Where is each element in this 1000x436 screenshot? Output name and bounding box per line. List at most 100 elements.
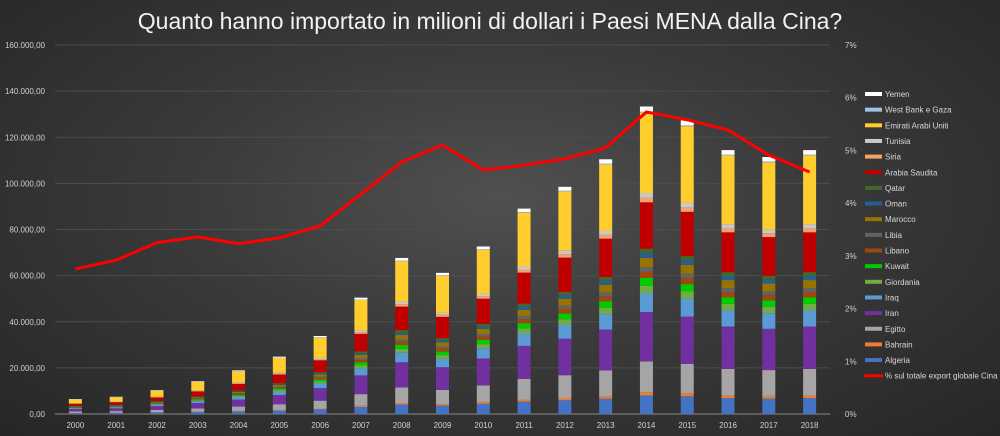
bar-giordania — [599, 307, 613, 315]
bar-egitto — [232, 406, 246, 411]
x-tick-label: 2004 — [230, 421, 248, 430]
bar-libano — [354, 360, 368, 363]
bar-qatar — [232, 390, 246, 392]
legend-swatch — [865, 279, 882, 284]
bar-kuwait — [803, 297, 817, 304]
x-tick-label: 2009 — [434, 421, 452, 430]
y-tick-label: 100.000,00 — [5, 179, 46, 188]
bar-iraq — [272, 391, 286, 395]
bar-libia — [517, 315, 531, 320]
bar-iran — [599, 329, 613, 371]
bar-arabia-saudita — [558, 257, 572, 292]
bar-iraq — [762, 313, 776, 329]
legend-label: Iran — [885, 309, 899, 318]
bar-emirati-arabi-uniti — [680, 126, 694, 203]
bar-tunisia — [232, 382, 246, 384]
y2-tick-label: 2% — [845, 305, 857, 314]
bar-libia — [762, 291, 776, 296]
bar-qatar — [558, 291, 572, 296]
bar-egitto — [68, 411, 82, 413]
bar-egitto — [395, 387, 409, 404]
y-tick-label: 0,00 — [29, 410, 45, 419]
bar-giordania — [517, 328, 531, 334]
bar-marocco — [313, 374, 327, 377]
bar-kuwait — [150, 403, 164, 405]
x-tick-label: 2002 — [148, 421, 166, 430]
x-tick-label: 2006 — [311, 421, 329, 430]
bar-libano — [558, 308, 572, 314]
bar-iraq — [599, 314, 613, 330]
bar-iraq — [680, 298, 694, 317]
bar-arabia-saudita — [476, 298, 490, 324]
bar-libano — [762, 295, 776, 301]
bar-yemen — [476, 246, 490, 250]
bar-egitto — [313, 400, 327, 409]
chart-title: Quanto hanno importato in milioni di dol… — [137, 8, 843, 34]
bar-algeria — [109, 412, 123, 414]
bar-west-bank-e-gaza — [721, 154, 735, 156]
bar-qatar — [476, 323, 490, 327]
bar-bahrain — [721, 395, 735, 399]
bar-algeria — [272, 410, 286, 414]
bar-marocco — [232, 391, 246, 394]
y-tick-label: 160.000,00 — [5, 41, 46, 50]
bar-siria — [272, 373, 286, 375]
bar-libano — [721, 291, 735, 298]
y2-tick-label: 4% — [845, 199, 857, 208]
bar-arabia-saudita — [680, 211, 694, 257]
bar-libia — [558, 305, 572, 309]
bar-marocco — [680, 264, 694, 274]
bar-giordania — [558, 319, 572, 325]
bar-oman — [517, 306, 531, 310]
bar-yemen — [639, 106, 653, 112]
legend-swatch — [865, 248, 882, 253]
bar-algeria — [599, 398, 613, 414]
bar-iran — [68, 409, 82, 412]
bar-egitto — [150, 409, 164, 413]
bar-emirati-arabi-uniti — [558, 191, 572, 251]
bar-iraq — [721, 310, 735, 327]
y2-tick-label: 6% — [845, 94, 857, 103]
bar-giordania — [354, 365, 368, 369]
bar-libano — [232, 393, 246, 395]
bar-arabia-saudita — [232, 383, 246, 391]
bar-marocco — [599, 284, 613, 293]
bar-oman — [272, 384, 286, 385]
bar-arabia-saudita — [395, 306, 409, 331]
bar-emirati-arabi-uniti — [272, 357, 286, 373]
bar-iran — [109, 408, 123, 412]
bar-libia — [313, 376, 327, 378]
bar-emirati-arabi-uniti — [803, 155, 817, 225]
bar-marocco — [476, 328, 490, 335]
bar-arabia-saudita — [313, 360, 327, 373]
legend-swatch — [865, 201, 882, 206]
bar-emirati-arabi-uniti — [150, 390, 164, 397]
bar-iran — [680, 316, 694, 364]
bar-bahrain — [558, 398, 572, 401]
bar-algeria — [150, 412, 164, 414]
bar-iran — [191, 403, 205, 409]
bar-tunisia — [272, 372, 286, 374]
x-tick-label: 2014 — [638, 421, 656, 430]
bar-qatar — [599, 277, 613, 281]
bar-tunisia — [436, 312, 449, 315]
bar-egitto — [599, 370, 613, 397]
bar-siria — [599, 234, 613, 239]
bar-iraq — [558, 324, 572, 339]
bar-oman — [354, 353, 368, 355]
bar-west-bank-e-gaza — [476, 249, 490, 250]
bar-yemen — [232, 370, 246, 372]
bar-iran — [476, 358, 490, 386]
bar-siria — [517, 269, 531, 273]
legend-label: Tunisia — [885, 137, 911, 146]
bar-yemen — [558, 186, 572, 191]
bar-siria — [476, 296, 490, 299]
bar-qatar — [354, 351, 368, 354]
bar-qatar — [517, 303, 531, 307]
bar-oman — [436, 340, 449, 343]
bar-west-bank-e-gaza — [762, 161, 776, 163]
y-tick-label: 40.000,00 — [9, 318, 45, 327]
bar-marocco — [762, 283, 776, 292]
bar-arabia-saudita — [639, 202, 653, 249]
bar-algeria — [680, 396, 694, 414]
